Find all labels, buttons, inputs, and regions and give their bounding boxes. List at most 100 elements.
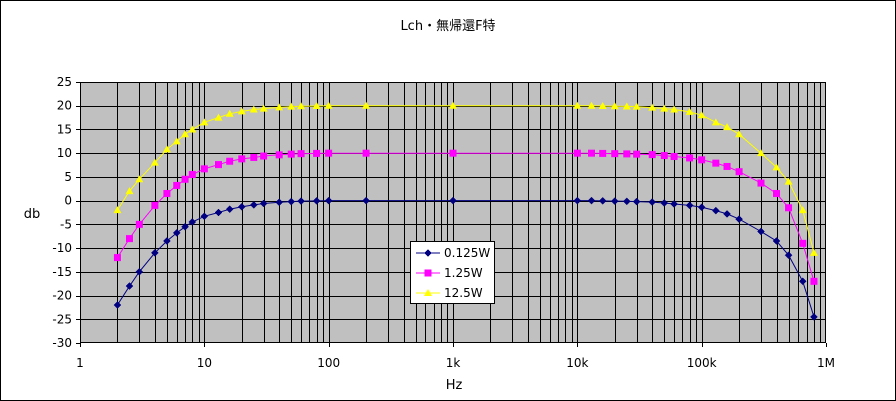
data-point — [588, 149, 596, 157]
data-point — [113, 206, 122, 214]
data-point — [162, 145, 171, 153]
y-tick-label: 0 — [64, 194, 72, 208]
data-point — [237, 107, 246, 115]
data-point — [757, 227, 765, 236]
data-point — [250, 153, 258, 161]
data-point — [287, 102, 296, 110]
data-point — [200, 212, 209, 221]
series-1 — [113, 149, 818, 285]
legend-item-0: 0.125W — [416, 246, 490, 260]
data-point — [312, 197, 321, 205]
y-tick-label: 20 — [57, 99, 72, 113]
data-point — [798, 277, 807, 286]
data-point — [215, 161, 223, 169]
data-point — [598, 101, 607, 109]
data-point — [697, 203, 706, 212]
data-point — [622, 102, 631, 110]
data-point — [757, 179, 765, 187]
data-point — [237, 202, 246, 211]
data-point — [810, 277, 818, 285]
data-point — [181, 222, 189, 231]
legend-marker — [424, 289, 432, 296]
data-point — [200, 118, 209, 126]
data-point — [697, 111, 706, 119]
data-point — [362, 101, 371, 109]
chart-title: Lch・無帰還F特 — [400, 18, 495, 34]
data-point — [297, 150, 305, 158]
data-point — [275, 103, 284, 111]
legend-marker — [424, 249, 432, 257]
data-point — [735, 215, 743, 223]
legend-label: 12.5W — [444, 286, 483, 300]
data-point — [648, 198, 657, 206]
legend-item-1: 1.25W — [416, 266, 483, 280]
data-point — [287, 197, 296, 206]
x-tick-label: 10 — [197, 356, 212, 370]
data-point — [648, 103, 657, 111]
data-point — [810, 313, 818, 321]
data-point — [809, 248, 818, 256]
data-point — [611, 150, 619, 158]
data-point — [772, 237, 781, 245]
data-point — [449, 149, 457, 157]
plot-area: 25 20 15 10 5 0 -5 -10 -15 -20 -25 -30 1 10 100 1k 10k 10… — [52, 75, 835, 370]
data-point — [573, 101, 582, 109]
series-2 — [113, 101, 818, 256]
data-point — [135, 267, 144, 276]
data-point — [799, 239, 807, 247]
data-point — [325, 149, 333, 157]
y-tick-label: 25 — [57, 75, 72, 89]
y-tick-label: 10 — [57, 146, 72, 160]
data-point — [214, 208, 223, 217]
data-point — [362, 196, 370, 205]
data-point — [362, 149, 370, 157]
data-point — [449, 196, 457, 205]
data-point — [610, 102, 619, 110]
data-point — [125, 187, 134, 195]
y-tick-label: -10 — [52, 241, 72, 255]
data-point — [260, 152, 268, 160]
data-point — [723, 162, 731, 170]
data-point — [287, 150, 295, 158]
data-point — [773, 190, 781, 198]
data-point — [125, 235, 133, 243]
data-point — [610, 197, 619, 205]
data-point — [172, 229, 181, 237]
data-point — [449, 101, 457, 109]
data-point — [151, 248, 159, 257]
legend-label: 0.125W — [444, 246, 490, 260]
data-point — [587, 196, 596, 205]
data-point — [660, 152, 668, 160]
data-point — [249, 201, 258, 209]
data-point — [660, 199, 669, 207]
series-line — [116, 152, 815, 282]
y-tick-label: -20 — [52, 289, 72, 303]
data-point — [632, 197, 641, 206]
data-point — [259, 104, 268, 112]
data-point — [297, 102, 306, 110]
data-point — [798, 206, 807, 214]
data-point — [784, 177, 793, 185]
data-point — [623, 150, 631, 158]
data-point — [599, 149, 607, 157]
data-point — [735, 168, 743, 176]
data-point — [135, 175, 144, 183]
legend-marker — [424, 269, 432, 277]
data-point — [313, 149, 321, 157]
legend: 0.125W 1.25W 12.5W — [410, 241, 495, 304]
data-point — [214, 113, 223, 121]
series-0 — [113, 196, 818, 321]
y-tick-label: -15 — [52, 265, 72, 279]
x-tick-label: 1M — [817, 356, 835, 370]
legend-label: 1.25W — [444, 266, 483, 280]
data-point — [181, 175, 189, 183]
data-point — [275, 198, 284, 207]
data-point — [172, 137, 181, 145]
x-tick-label: 100k — [687, 356, 717, 370]
data-point — [150, 158, 159, 166]
data-point — [163, 190, 171, 198]
data-point — [723, 210, 731, 218]
plot-frame — [80, 82, 826, 343]
data-point — [711, 118, 720, 126]
data-point — [784, 251, 793, 260]
